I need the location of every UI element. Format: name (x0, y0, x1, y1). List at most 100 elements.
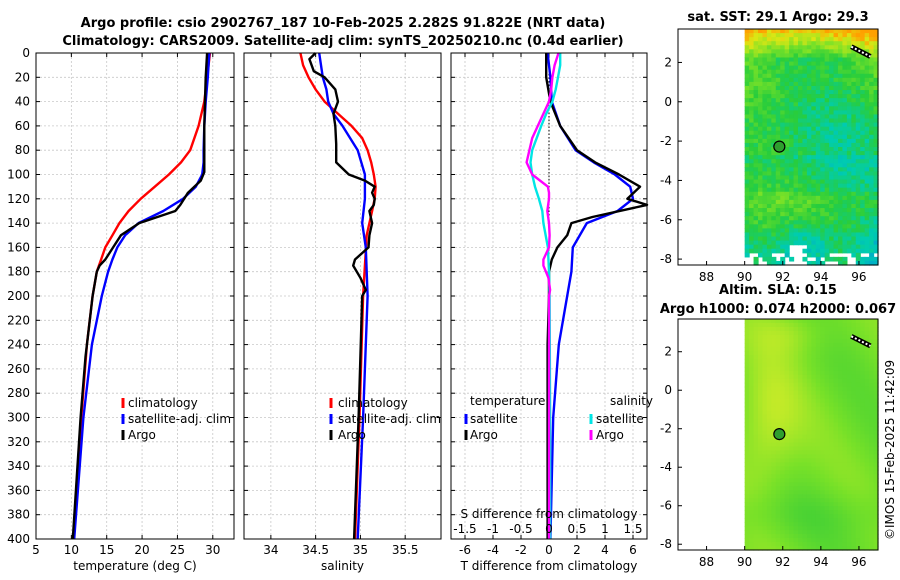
heatmap-cell (824, 522, 830, 527)
heatmap-cell (869, 37, 875, 42)
heatmap-cell (820, 382, 826, 388)
heatmap-cell (829, 53, 835, 59)
heatmap-cell (811, 462, 817, 467)
heatmap-cell (753, 514, 759, 519)
heatmap-cell (829, 179, 835, 185)
heatmap-cell (864, 228, 870, 234)
heatmap-cell (833, 334, 839, 340)
heatmap-cell (793, 450, 799, 456)
heatmap-cell (793, 354, 799, 360)
heatmap-cell (802, 462, 808, 467)
heatmap-cell (820, 510, 826, 515)
heatmap-cell (811, 414, 817, 420)
heatmap-cell (784, 358, 790, 364)
heatmap-cell (784, 410, 790, 416)
heatmap-cell (869, 216, 875, 221)
heatmap-cell (860, 102, 866, 107)
heatmap-cell (758, 326, 764, 332)
heatmap-cell (766, 171, 772, 177)
heatmap-cell (855, 434, 861, 440)
heatmap-cell (864, 350, 870, 356)
heatmap-cell (873, 171, 879, 177)
heatmap-cell (855, 414, 861, 420)
heatmap-cell (775, 330, 781, 336)
heatmap-cell (815, 522, 821, 527)
heatmap-cell (869, 232, 875, 238)
heatmap-cell (873, 346, 879, 352)
heatmap-cell (784, 386, 790, 392)
heatmap-cell (824, 208, 830, 213)
heatmap-cell (855, 542, 861, 547)
heatmap-cell (869, 490, 875, 495)
heatmap-cell (851, 163, 857, 168)
heatmap-cell (869, 142, 875, 148)
heatmap-cell (762, 490, 768, 495)
heatmap-cell (815, 474, 821, 479)
heatmap-cell (820, 534, 826, 539)
heatmap-cell (842, 442, 848, 448)
heatmap-cell (753, 77, 759, 83)
heatmap-cell (833, 506, 839, 511)
heatmap-cell (842, 354, 848, 360)
heatmap-cell (864, 502, 870, 507)
heatmap-cell (855, 252, 861, 258)
heatmap-cell (780, 350, 786, 356)
heatmap-cell (829, 402, 835, 408)
heatmap-cell (860, 546, 866, 551)
heatmap-cell (846, 398, 852, 404)
heatmap-cell (815, 208, 821, 213)
heatmap-cell (864, 358, 870, 364)
heatmap-cell (775, 510, 781, 515)
heatmap-cell (846, 334, 852, 340)
heatmap-cell (855, 260, 861, 266)
heatmap-cell (806, 382, 812, 388)
heatmap-cell (789, 175, 795, 181)
heatmap-cell (780, 454, 786, 459)
heatmap-cell (842, 155, 848, 160)
heatmap-cell (869, 85, 875, 91)
heatmap-cell (820, 526, 826, 531)
heatmap-cell (744, 474, 750, 479)
heatmap-cell (829, 442, 835, 448)
heatmap-cell (820, 57, 826, 63)
heatmap-cell (864, 130, 870, 136)
heatmap-cell (780, 122, 786, 128)
heatmap-cell (851, 179, 857, 185)
heatmap-cell (842, 126, 848, 132)
heatmap-cell (806, 542, 812, 547)
heatmap-cell (824, 386, 830, 392)
heatmap-cell (744, 106, 750, 111)
heatmap-cell (789, 490, 795, 495)
heatmap-cell (806, 430, 812, 436)
heatmap-cell (820, 326, 826, 332)
heatmap-cell (798, 45, 804, 50)
heatmap-cell (846, 98, 852, 103)
heatmap-cell (766, 430, 772, 436)
map-y-tick-label: -6 (660, 213, 672, 227)
heatmap-cell (762, 542, 768, 547)
heatmap-cell (842, 458, 848, 463)
heatmap-cell (789, 118, 795, 124)
heatmap-cell (775, 326, 781, 332)
heatmap-cell (758, 85, 764, 91)
heatmap-cell (869, 358, 875, 364)
heatmap-cell (873, 256, 879, 262)
heatmap-cell (789, 534, 795, 539)
heatmap-cell (873, 49, 879, 55)
heatmap-cell (824, 53, 830, 59)
heatmap-cell (802, 330, 808, 336)
heatmap-cell (829, 326, 835, 332)
heatmap-cell (762, 382, 768, 388)
heatmap-cell (793, 530, 799, 535)
heatmap-cell (749, 110, 755, 116)
heatmap-cell (766, 33, 772, 38)
heatmap-cell (811, 386, 817, 392)
heatmap-cell (855, 502, 861, 507)
heatmap-cell (802, 358, 808, 364)
heatmap-cell (798, 77, 804, 83)
heatmap-cell (744, 138, 750, 144)
heatmap-cell (842, 406, 848, 412)
heatmap-cell (758, 33, 764, 38)
heatmap-cell (860, 354, 866, 360)
